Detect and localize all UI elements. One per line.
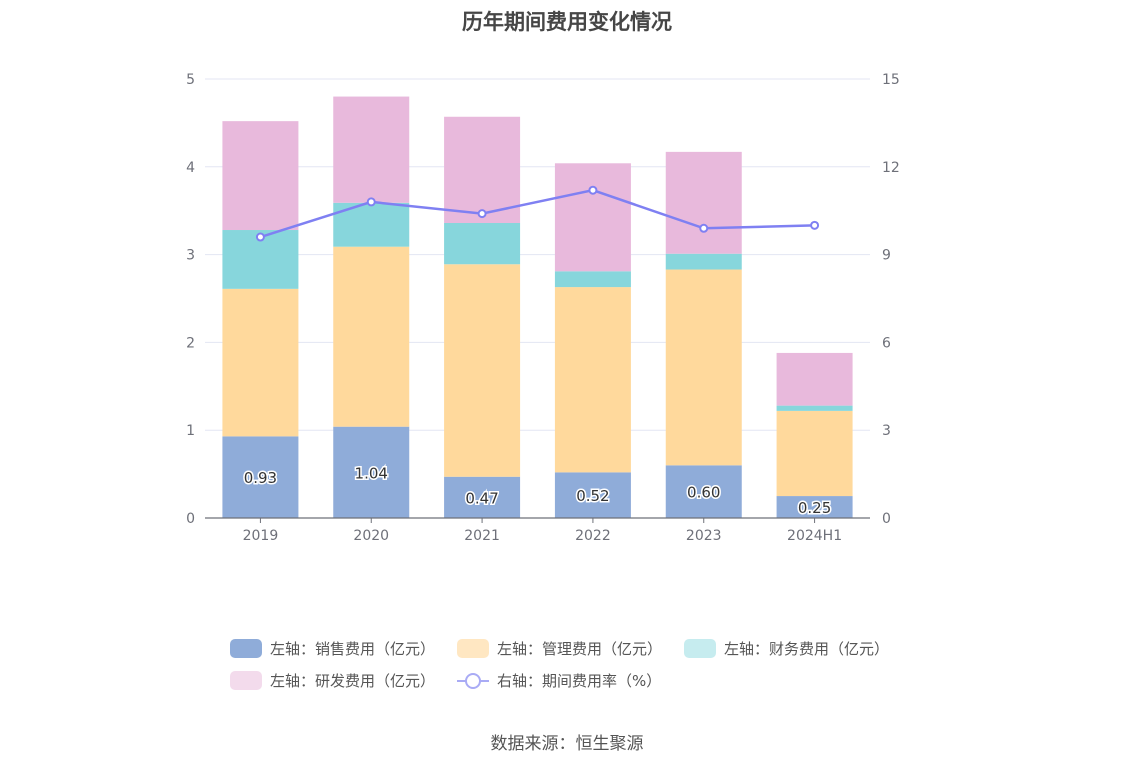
bar-segment — [776, 496, 853, 518]
right-axis-tick-label: 6 — [882, 335, 891, 351]
bar-segment — [665, 151, 742, 254]
bar-segment — [444, 264, 521, 477]
legend-label-sales: 左轴：销售费用（亿元） — [270, 639, 436, 658]
expense-rate-point — [255, 232, 265, 242]
legend-label-finance: 左轴：财务费用（亿元） — [724, 639, 890, 658]
bar-segment — [222, 436, 299, 518]
bar-segment — [554, 163, 631, 272]
legend-swatch-sales — [230, 638, 262, 658]
legend-swatch-finance — [684, 638, 717, 658]
bar-segment — [444, 116, 521, 223]
legend-label-rnd: 左轴：研发费用（亿元） — [270, 671, 436, 690]
left-axis-tick-label: 0 — [186, 511, 195, 527]
right-axis-tick-label: 15 — [882, 72, 900, 88]
bar-data-label: 0.47 — [465, 489, 498, 507]
legend-label-admin: 左轴：管理费用（亿元） — [497, 639, 663, 658]
x-axis-tick-label: 2023 — [686, 528, 722, 544]
legend-line-marker-icon — [457, 671, 490, 690]
data-source-note: 数据来源：恒生聚源 — [490, 734, 644, 754]
legend-item-expense-rate[interactable]: 右轴：期间费用率（%） — [457, 670, 661, 691]
bar-segment — [222, 288, 299, 437]
bar-data-label: 0.60 — [687, 484, 720, 502]
expense-rate-point — [699, 223, 709, 233]
bar-segment — [665, 269, 742, 466]
left-axis-tick-label: 4 — [186, 160, 195, 176]
x-axis-tick-label: 2019 — [243, 528, 279, 544]
right-axis-tick-label: 12 — [882, 160, 900, 176]
bar-segment — [554, 287, 631, 473]
right-axis-tick-label: 9 — [882, 248, 891, 264]
chart-plot: 012345036912150.9320191.0420200.4720210.… — [186, 72, 900, 544]
expense-rate-point — [810, 220, 820, 230]
bar-segment — [776, 352, 853, 406]
bar-segment — [665, 465, 742, 518]
bar-segment — [333, 426, 410, 518]
bar-data-label: 1.04 — [355, 464, 388, 482]
expense-rate-line — [260, 188, 815, 239]
left-axis-tick-label: 5 — [186, 72, 195, 88]
legend-item-admin[interactable]: 左轴：管理费用（亿元） — [457, 638, 662, 659]
legend-item-finance[interactable]: 左轴：财务费用（亿元） — [684, 638, 889, 659]
x-axis-tick-label: 2020 — [353, 528, 389, 544]
bar-data-label: 0.25 — [798, 499, 831, 517]
right-axis-tick-label: 3 — [882, 423, 891, 439]
bar-segment — [554, 472, 631, 518]
expense-rate-point — [588, 185, 598, 195]
bar-segment — [776, 405, 853, 411]
bar-segment — [665, 253, 742, 270]
expense-rate-point — [366, 197, 376, 207]
x-axis-tick-label: 2024H1 — [787, 528, 842, 544]
legend-item-sales[interactable]: 左轴：销售费用（亿元） — [230, 638, 435, 659]
left-axis-tick-label: 2 — [186, 335, 195, 351]
legend-item-rnd[interactable]: 左轴：研发费用（亿元） — [230, 670, 435, 691]
bar-segment — [222, 121, 299, 231]
legend-label-expense-rate: 右轴：期间费用率（%） — [497, 671, 662, 690]
bar-segment — [554, 271, 631, 288]
bar-segment — [444, 222, 521, 265]
bar-data-label: 0.52 — [576, 487, 609, 505]
bar-segment — [444, 476, 521, 518]
legend-swatch-rnd — [230, 670, 262, 690]
chart-legend: 左轴：销售费用（亿元） 左轴：管理费用（亿元） 左轴：财务费用（亿元） 左轴：研… — [230, 632, 930, 696]
legend-swatch-admin — [457, 638, 490, 658]
bar-segment — [333, 96, 410, 203]
chart-title: 历年期间费用变化情况 — [462, 10, 672, 34]
left-axis-tick-label: 3 — [186, 248, 195, 264]
x-axis-tick-label: 2021 — [464, 528, 500, 544]
x-axis-tick-label: 2022 — [575, 528, 611, 544]
expense-rate-point — [477, 209, 487, 219]
left-axis-tick-label: 1 — [186, 423, 195, 439]
bar-segment — [776, 410, 853, 497]
right-axis-tick-label: 0 — [882, 511, 891, 527]
bar-segment — [333, 246, 410, 427]
bar-data-label: 0.93 — [244, 469, 277, 487]
